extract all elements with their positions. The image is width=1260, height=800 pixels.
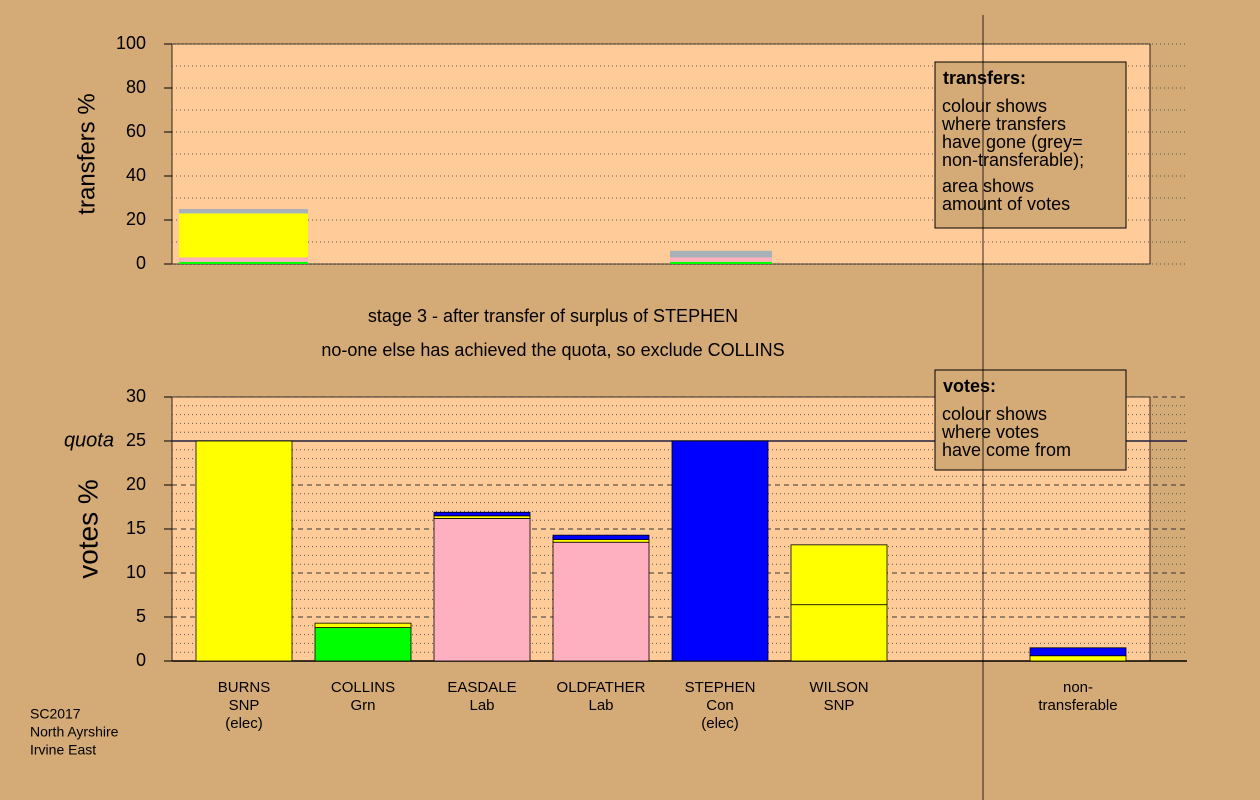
footer-line: North Ayrshire bbox=[30, 724, 119, 740]
bar-segment bbox=[552, 534, 650, 540]
x-tick-label: EASDALE bbox=[447, 679, 516, 696]
y-tick-label: 0 bbox=[136, 253, 146, 273]
legend-line: have gone (grey= bbox=[942, 132, 1083, 152]
transfer-bar bbox=[179, 209, 308, 214]
bar-segment bbox=[790, 544, 888, 606]
x-tick-label: COLLINS bbox=[331, 679, 395, 696]
stage-line: stage 3 - after transfer of surplus of S… bbox=[368, 306, 738, 326]
x-tick-label: transferable bbox=[1038, 697, 1117, 714]
bar-segment bbox=[433, 518, 531, 662]
transfer-bar bbox=[670, 257, 772, 262]
y-axis-label: votes % bbox=[72, 479, 103, 579]
x-tick-label: Lab bbox=[588, 697, 613, 714]
y-tick-label: 100 bbox=[116, 33, 146, 53]
y-tick-label: 80 bbox=[126, 77, 146, 97]
footer-line: SC2017 bbox=[30, 706, 81, 722]
legend-line: colour shows bbox=[942, 404, 1047, 424]
legend-line: where votes bbox=[941, 422, 1039, 442]
legend-title: votes: bbox=[943, 376, 996, 396]
x-tick-label: STEPHEN bbox=[685, 679, 756, 696]
transfer-bar bbox=[179, 257, 308, 262]
bar-segment bbox=[790, 604, 888, 662]
y-tick-label: 20 bbox=[126, 474, 146, 494]
legend-title: transfers: bbox=[943, 68, 1026, 88]
y-tick-label: 25 bbox=[126, 430, 146, 450]
legend-line: area shows bbox=[942, 176, 1034, 196]
x-tick-label: non- bbox=[1063, 679, 1093, 696]
y-axis-label: transfers % bbox=[73, 93, 100, 214]
bar-segment bbox=[195, 440, 293, 662]
x-tick-label: BURNS bbox=[218, 679, 271, 696]
legend-line: have come from bbox=[942, 440, 1071, 460]
bar-segment bbox=[314, 627, 412, 662]
legend-box bbox=[934, 61, 1127, 229]
x-tick-label: Con bbox=[706, 697, 734, 714]
y-tick-label: 40 bbox=[126, 165, 146, 185]
x-tick-label: OLDFATHER bbox=[557, 679, 646, 696]
bar-segment bbox=[671, 440, 769, 662]
x-tick-label: SNP bbox=[824, 697, 855, 714]
bar-segment bbox=[552, 541, 650, 662]
x-tick-label: SNP bbox=[229, 697, 260, 714]
quota-label: quota bbox=[64, 429, 114, 451]
transfer-bar bbox=[179, 261, 308, 264]
transfer-bar bbox=[179, 213, 308, 258]
legend-line: amount of votes bbox=[942, 194, 1070, 214]
x-tick-label: (elec) bbox=[701, 715, 739, 732]
y-tick-label: 15 bbox=[126, 518, 146, 538]
bar-segment bbox=[1029, 647, 1127, 657]
bar-segment bbox=[433, 511, 531, 517]
y-tick-label: 20 bbox=[126, 209, 146, 229]
legend-line: where transfers bbox=[941, 114, 1066, 134]
x-tick-label: Lab bbox=[469, 697, 494, 714]
x-tick-label: WILSON bbox=[809, 679, 868, 696]
transfer-bar bbox=[670, 261, 772, 264]
x-tick-label: Grn bbox=[350, 697, 375, 714]
legend-line: non-transferable); bbox=[942, 150, 1084, 170]
legend-box bbox=[934, 369, 1127, 471]
y-tick-label: 30 bbox=[126, 386, 146, 406]
legend-line: colour shows bbox=[942, 96, 1047, 116]
y-tick-label: 10 bbox=[126, 562, 146, 582]
transfer-bar bbox=[670, 250, 772, 258]
footer-line: Irvine East bbox=[30, 742, 96, 758]
y-tick-label: 60 bbox=[126, 121, 146, 141]
x-tick-label: (elec) bbox=[225, 715, 263, 732]
stage-line: no-one else has achieved the quota, so e… bbox=[321, 340, 784, 360]
bar-segment bbox=[314, 622, 412, 628]
bar-segment bbox=[1029, 655, 1127, 662]
y-tick-label: 5 bbox=[136, 606, 146, 626]
y-tick-label: 0 bbox=[136, 650, 146, 670]
